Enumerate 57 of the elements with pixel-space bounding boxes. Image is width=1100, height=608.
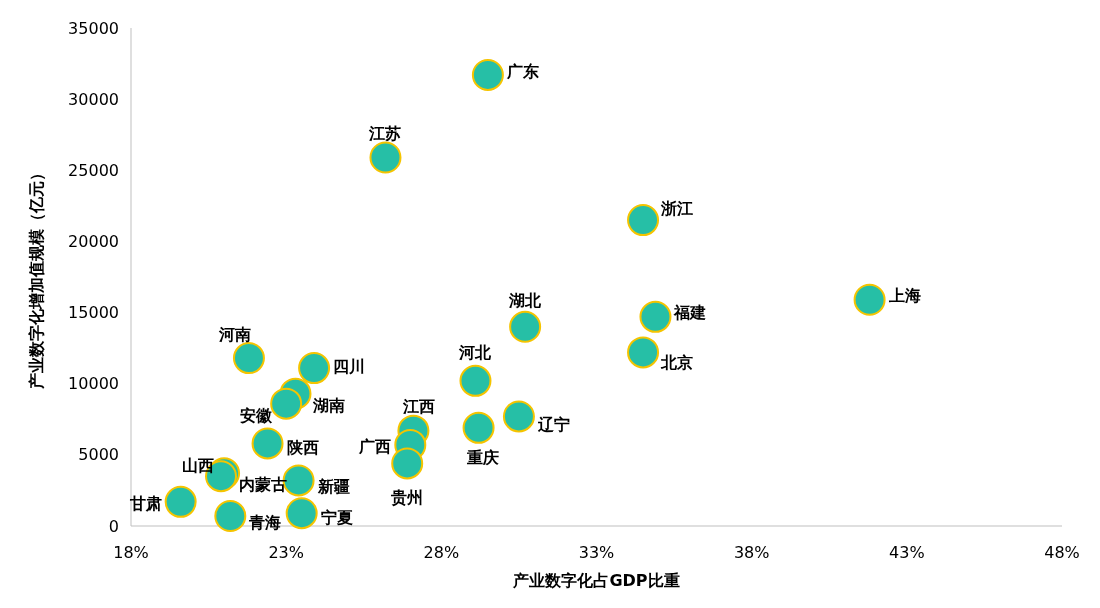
- y-axis-title: 产业数字化增加值规模（亿元）: [27, 165, 46, 390]
- annotation: 安徽: [240, 406, 274, 426]
- point: [509, 310, 542, 343]
- y-tick-label: 20000: [68, 232, 119, 252]
- annotation: 宁夏: [320, 507, 353, 527]
- point: [164, 485, 197, 518]
- point: [639, 300, 672, 333]
- y-tick-label: 10000: [68, 374, 119, 394]
- y-tick-label: 30000: [68, 89, 119, 109]
- annotation: 上海: [887, 286, 921, 306]
- x-tick-label: 18%: [113, 543, 149, 562]
- annotation: 辽宁: [536, 415, 570, 435]
- annotation: 福建: [673, 303, 707, 323]
- point: [391, 447, 424, 480]
- point: [853, 283, 886, 316]
- annotation: 河南: [217, 324, 251, 344]
- x-tick-label: 28%: [423, 543, 460, 562]
- annotation: 湖北: [508, 291, 543, 311]
- y-tick-label: 5000: [78, 445, 119, 465]
- point: [627, 336, 660, 369]
- annotation: 江苏: [368, 124, 402, 144]
- point: [462, 411, 495, 444]
- annotation: 北京: [660, 353, 694, 373]
- point: [232, 342, 265, 375]
- annotation: 河北: [458, 343, 493, 363]
- x-tick-label: 38%: [733, 543, 770, 562]
- annotation: 浙江: [660, 198, 694, 218]
- annotation: 广西: [358, 437, 392, 457]
- point: [471, 58, 504, 91]
- point: [251, 427, 284, 460]
- annotation: 青海: [248, 512, 282, 532]
- point: [298, 352, 331, 385]
- x-axis-title: 产业数字化占GDP比重: [512, 571, 680, 590]
- x-tick-label: 43%: [889, 543, 925, 562]
- point: [459, 364, 492, 397]
- point: [627, 204, 660, 237]
- y-tick-label: 15000: [68, 303, 119, 323]
- point: [270, 387, 303, 420]
- annotation: 重庆: [465, 448, 499, 468]
- point: [214, 500, 247, 533]
- annotation: 湖南: [312, 396, 346, 416]
- y-tick-label: 35000: [68, 18, 119, 38]
- point: [369, 141, 402, 174]
- annotation: 新疆: [316, 477, 350, 497]
- x-tick-label: 48%: [1044, 543, 1080, 562]
- x-tick-label: 33%: [578, 543, 615, 562]
- annotation: 广东: [505, 61, 539, 81]
- x-tick-label: 23%: [268, 543, 304, 562]
- y-tick-label: 25000: [68, 160, 119, 180]
- point: [285, 497, 318, 530]
- point: [502, 400, 535, 433]
- y-tick-label: 0: [108, 516, 119, 536]
- annotation: 贵州: [390, 487, 424, 507]
- annotation: 陕西: [286, 438, 319, 458]
- annotation: 四川: [333, 356, 366, 376]
- annotation: 甘肃: [128, 494, 162, 514]
- annotation: 江西: [402, 397, 436, 417]
